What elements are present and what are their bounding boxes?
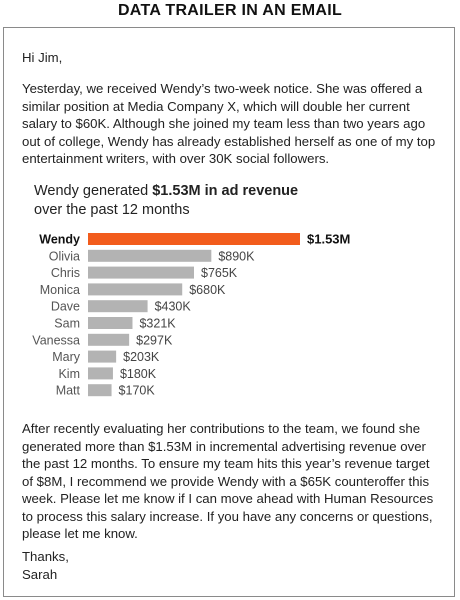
email-frame: Hi Jim, Yesterday, we received Wendy’s t… (3, 27, 455, 597)
email-signature: Sarah (22, 566, 58, 582)
chart-title: Wendy generated $1.53M in ad revenue ove… (34, 182, 414, 220)
bar (88, 233, 300, 245)
category-label: Wendy (39, 233, 80, 247)
bar (88, 266, 194, 279)
page-title: DATA TRAILER IN AN EMAIL (117, 2, 343, 19)
category-label: Mary (52, 350, 81, 364)
value-label: $170K (119, 384, 156, 398)
category-label: Olivia (49, 249, 80, 263)
bar (88, 283, 183, 296)
bar (88, 249, 212, 262)
chart-title-subtitle: over the past 12 months (34, 202, 190, 218)
bar (88, 317, 133, 329)
value-label: $1.53M (307, 232, 350, 247)
email-greeting: Hi Jim, (22, 50, 63, 65)
value-label: $180K (120, 367, 157, 381)
bar (88, 384, 112, 397)
bar (88, 333, 130, 346)
value-label: $765K (201, 266, 238, 280)
bar (88, 300, 148, 313)
chart-title-prefix: Wendy generated (34, 183, 153, 199)
value-label: $680K (189, 283, 226, 297)
email-closing: Thanks, (22, 549, 69, 564)
value-label: $321K (139, 317, 176, 331)
bar-chart: Wendy $1.53M Olivia $890K Chris $765K Monica $6… (32, 232, 350, 398)
value-label: $203K (123, 350, 160, 364)
bar (88, 350, 117, 363)
value-label: $297K (136, 333, 173, 347)
chart-title-highlight: $1.53M in ad revenue (152, 183, 299, 199)
email-paragraph-recommendation: After recently evaluating her contributi… (22, 421, 434, 541)
category-label: Chris (51, 266, 80, 280)
category-label: Matt (56, 384, 81, 398)
category-label: Sam (54, 317, 80, 331)
value-label: $890K (218, 249, 255, 263)
bar (88, 367, 113, 380)
email-signoff: Thanks, Sarah (22, 548, 442, 583)
category-label: Dave (51, 300, 80, 314)
category-label: Kim (58, 367, 80, 381)
category-label: Vanessa (32, 333, 80, 347)
value-label: $430K (155, 300, 192, 314)
category-label: Monica (40, 283, 80, 297)
email-paragraph-intro: Yesterday, we received Wendy’s two-week … (22, 81, 436, 166)
